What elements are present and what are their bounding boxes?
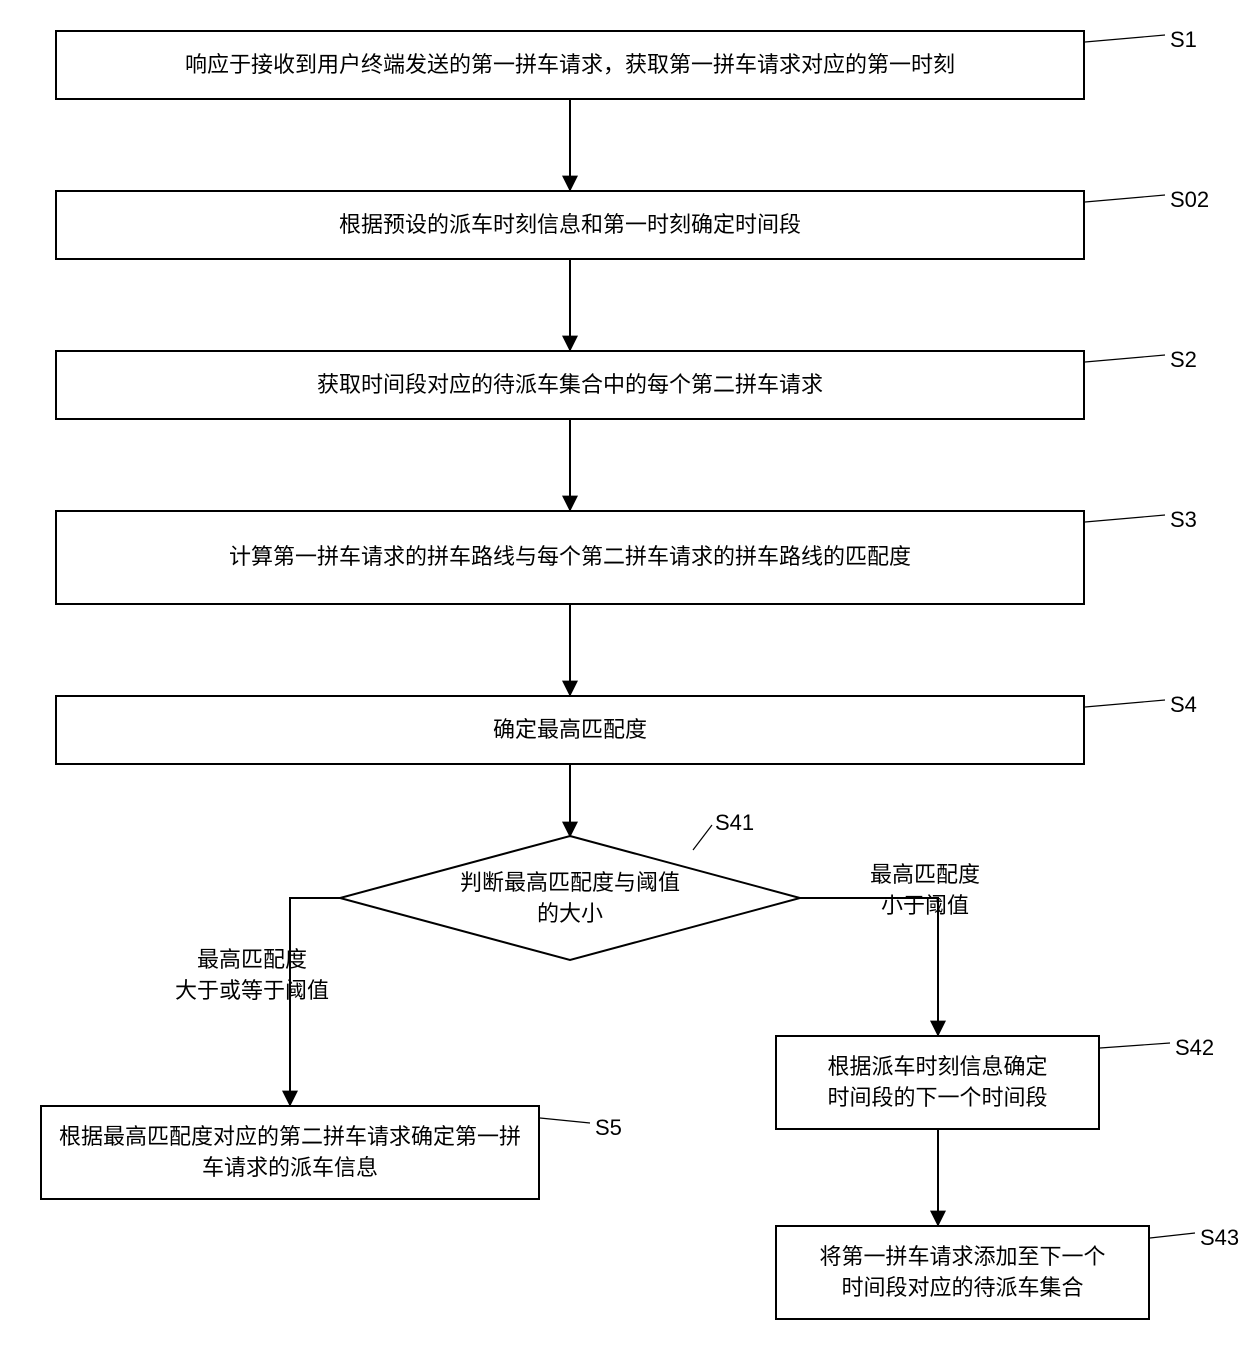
node-text: 获取时间段对应的待派车集合中的每个第二拼车请求 — [317, 370, 823, 401]
node-text: 根据最高匹配度对应的第二拼车请求确定第一拼车请求的派车信息 — [59, 1122, 521, 1184]
flowchart-node-S5: 根据最高匹配度对应的第二拼车请求确定第一拼车请求的派车信息 — [40, 1105, 540, 1200]
flowchart-canvas: 响应于接收到用户终端发送的第一拼车请求，获取第一拼车请求对应的第一时刻 S1 根据预… — [0, 0, 1240, 1370]
flowchart-node-S4: 确定最高匹配度 — [55, 695, 1085, 765]
node-text: 计算第一拼车请求的拼车路线与每个第二拼车请求的拼车路线的匹配度 — [229, 542, 911, 573]
flowchart-node-S2: 获取时间段对应的待派车集合中的每个第二拼车请求 — [55, 350, 1085, 420]
step-label-S41: S41 — [715, 810, 754, 836]
step-label-S02: S02 — [1170, 187, 1209, 213]
flowchart-node-S1: 响应于接收到用户终端发送的第一拼车请求，获取第一拼车请求对应的第一时刻 — [55, 30, 1085, 100]
step-label-S3: S3 — [1170, 507, 1197, 533]
step-label-S4: S4 — [1170, 692, 1197, 718]
step-label-S2: S2 — [1170, 347, 1197, 373]
node-text: 根据派车时刻信息确定时间段的下一个时间段 — [827, 1052, 1047, 1114]
flowchart-node-S02: 根据预设的派车时刻信息和第一时刻确定时间段 — [55, 190, 1085, 260]
step-label-S43: S43 — [1200, 1225, 1239, 1251]
flowchart-node-S3: 计算第一拼车请求的拼车路线与每个第二拼车请求的拼车路线的匹配度 — [55, 510, 1085, 605]
step-label-S1: S1 — [1170, 27, 1197, 53]
flowchart-node-S41: 判断最高匹配度与阈值的大小 — [360, 868, 780, 930]
node-text: 响应于接收到用户终端发送的第一拼车请求，获取第一拼车请求对应的第一时刻 — [185, 50, 955, 81]
node-text: 根据预设的派车时刻信息和第一时刻确定时间段 — [339, 210, 801, 241]
branch-label-right: 最高匹配度小于阈值 — [870, 860, 980, 922]
branch-label-left: 最高匹配度大于或等于阈值 — [175, 945, 329, 1007]
node-text: 将第一拼车请求添加至下一个时间段对应的待派车集合 — [819, 1242, 1105, 1304]
step-label-S42: S42 — [1175, 1035, 1214, 1061]
flowchart-node-S42: 根据派车时刻信息确定时间段的下一个时间段 — [775, 1035, 1100, 1130]
flowchart-node-S43: 将第一拼车请求添加至下一个时间段对应的待派车集合 — [775, 1225, 1150, 1320]
node-text: 确定最高匹配度 — [493, 715, 647, 746]
step-label-S5: S5 — [595, 1115, 622, 1141]
